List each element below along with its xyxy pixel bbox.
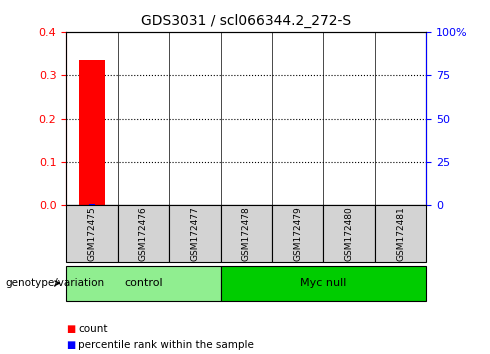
Text: GSM172479: GSM172479 xyxy=(293,206,302,261)
Bar xyxy=(66,205,118,262)
Bar xyxy=(89,204,95,205)
Bar xyxy=(66,266,220,301)
Text: ■: ■ xyxy=(66,324,75,334)
Bar xyxy=(220,205,272,262)
Text: GSM172481: GSM172481 xyxy=(396,206,405,261)
Bar xyxy=(323,205,375,262)
Title: GDS3031 / scl066344.2_272-S: GDS3031 / scl066344.2_272-S xyxy=(141,14,351,28)
Bar xyxy=(79,60,105,205)
Text: percentile rank within the sample: percentile rank within the sample xyxy=(78,340,254,350)
Bar xyxy=(169,205,220,262)
Text: GSM172477: GSM172477 xyxy=(190,206,199,261)
Text: count: count xyxy=(78,324,108,334)
Text: GSM172478: GSM172478 xyxy=(242,206,251,261)
Text: genotype/variation: genotype/variation xyxy=(5,278,104,288)
Text: GSM172476: GSM172476 xyxy=(139,206,148,261)
Bar xyxy=(375,205,426,262)
Bar xyxy=(220,266,426,301)
Text: GSM172475: GSM172475 xyxy=(87,206,97,261)
Bar xyxy=(272,205,323,262)
Text: Myc null: Myc null xyxy=(300,278,346,288)
Bar xyxy=(118,205,169,262)
Text: ■: ■ xyxy=(66,340,75,350)
Text: control: control xyxy=(124,278,163,288)
Text: GSM172480: GSM172480 xyxy=(344,206,354,261)
